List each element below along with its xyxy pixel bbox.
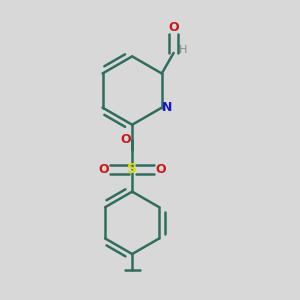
Text: N: N [162, 100, 172, 114]
Text: O: O [168, 20, 179, 34]
Text: O: O [156, 163, 166, 176]
Text: O: O [98, 163, 109, 176]
Text: H: H [179, 46, 188, 56]
Text: O: O [120, 133, 131, 146]
Text: S: S [127, 162, 137, 176]
